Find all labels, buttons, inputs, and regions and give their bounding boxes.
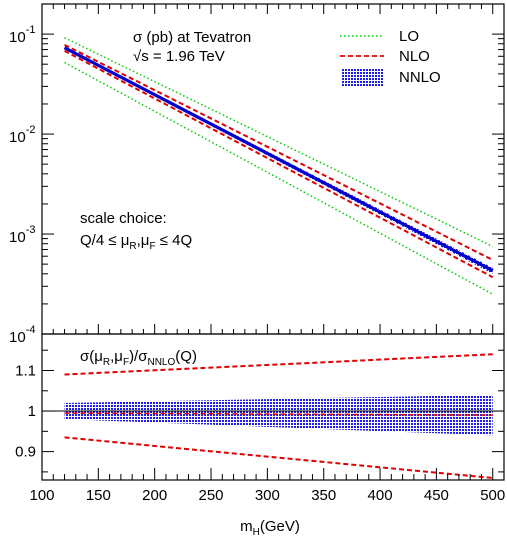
x-tick-label: 150 [86,487,111,504]
x-axis-label: mH(GeV) [240,518,300,538]
lower-y-ticks: 0.9 1 1.1 [15,349,504,473]
scale-choice-range: Q/4 ≤ μR,μF ≤ 4Q [80,232,192,252]
x-tick-label: 100 [29,487,54,504]
lower-panel: 0.9 1 1.1 100 150 200 250 300 350 400 450 500 σ(μR… [15,333,505,538]
nnlo-central-line [63,46,494,273]
lower-x-ticks: 100 150 200 250 300 350 400 450 500 [29,468,505,504]
x-tick-label: 500 [480,487,505,504]
nnlo-ratio-central-line [64,412,493,416]
x-tick-label: 450 [424,487,449,504]
upper-y-tick-label: 10-2 [9,124,35,146]
legend-nnlo-label: NNLO [399,69,441,86]
x-tick-label: 300 [255,487,280,504]
ratio-label: σ(μR,μF)/σNNLO(Q) [80,348,197,368]
lower-panel-marks [42,353,504,479]
nlo-lower-line [64,49,494,279]
upper-subtitle: √s = 1.96 TeV [133,48,225,65]
upper-y-tick-label: 10-4 [9,324,35,346]
x-tick-label: 400 [368,487,393,504]
upper-y-tick-label: 10-1 [9,24,35,46]
lower-panel-frame [41,333,505,481]
upper-panel-frame [41,3,505,335]
nlo-ratio-lower-line [64,436,493,479]
upper-title: σ (pb) at Tevatron [133,29,251,46]
upper-y-ticks: 10-1 10-2 10-3 10-4 [9,3,504,346]
legend: LO NLO NNLO [340,28,441,86]
x-tick-label: 250 [199,487,224,504]
nnlo-ratio-band [64,394,493,436]
lower-y-tick-label: 1 [28,403,36,420]
upper-y-tick-label: 10-3 [9,224,35,246]
x-tick-label: 350 [311,487,336,504]
lower-y-tick-label: 1.1 [15,363,36,380]
legend-nnlo-swatch [341,68,383,86]
lo-upper-line [64,37,494,248]
lower-y-tick-label: 0.9 [15,444,36,461]
upper-panel-marks [63,37,494,295]
x-tick-label: 200 [142,487,167,504]
lo-lower-line [64,61,494,295]
legend-lo-label: LO [399,28,419,45]
upper-panel: 10-1 10-2 10-3 10-4 σ (pb) at Tevatron √s =… [9,3,505,346]
legend-nlo-label: NLO [399,48,430,65]
scale-choice-label: scale choice: [80,210,167,227]
